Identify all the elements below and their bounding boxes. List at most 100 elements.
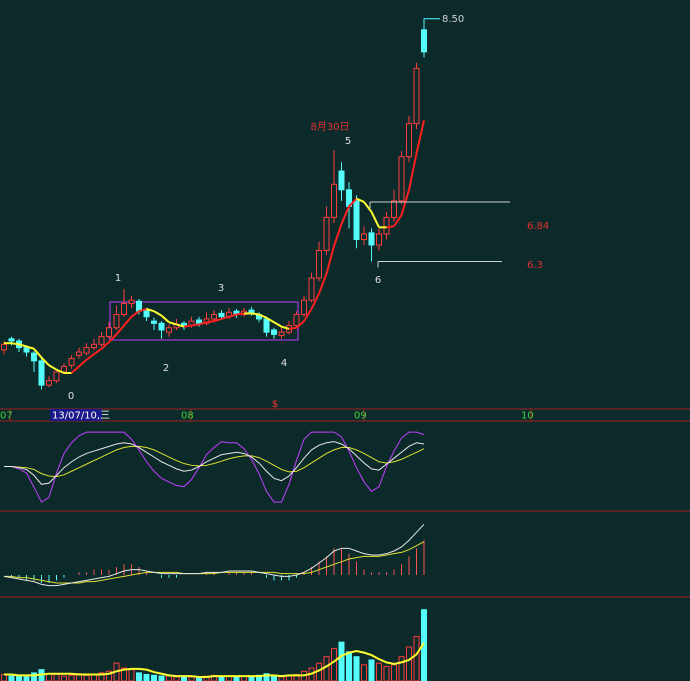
- candle-body: [76, 351, 82, 356]
- ma-segment: [370, 211, 380, 228]
- ma-segment: [393, 214, 403, 227]
- candle-body: [406, 123, 412, 158]
- candle-body: [196, 319, 202, 324]
- ma-segment: [56, 368, 65, 374]
- ma-segment: [168, 321, 177, 326]
- ma-segment: [33, 348, 43, 359]
- date-label: 10: [521, 411, 534, 422]
- ma-segment: [153, 310, 163, 317]
- volume-ma: [4, 642, 425, 678]
- volume-bar: [353, 656, 360, 681]
- candle-body: [128, 299, 135, 304]
- marker: $: [272, 399, 278, 410]
- volume-bar: [188, 676, 195, 681]
- volume-bar: [128, 669, 135, 681]
- candle-body: [353, 200, 360, 240]
- volume-bar: [158, 675, 165, 681]
- ma-segment: [85, 353, 95, 361]
- candle-body: [91, 343, 97, 349]
- ma-segment: [138, 308, 147, 313]
- ma-segment: [258, 313, 267, 319]
- candle-body: [151, 320, 157, 324]
- volume-bar: [248, 676, 255, 681]
- ma-segment: [70, 365, 80, 374]
- volume-bar: [68, 674, 75, 681]
- candle-body: [413, 67, 420, 125]
- ma-segment: [11, 342, 20, 346]
- volume-bar: [286, 675, 292, 681]
- candle-body: [53, 371, 60, 382]
- cursor-date-box: [50, 409, 102, 421]
- candle-body: [361, 233, 367, 240]
- volume-bar: [361, 664, 367, 681]
- candle-body: [383, 216, 390, 235]
- wave-label: 5: [345, 136, 351, 147]
- candle-body: [1, 343, 7, 351]
- ma-segment: [295, 320, 305, 329]
- macd-dif: [3, 523, 425, 587]
- candle-body: [8, 338, 15, 342]
- volume-bar: [338, 641, 345, 681]
- level-label: 6.84: [527, 221, 549, 232]
- ma-segment: [40, 356, 50, 366]
- ma-segment: [408, 153, 418, 191]
- candle-body: [61, 365, 67, 373]
- candle-body: [121, 302, 127, 316]
- volume-bar: [413, 635, 420, 681]
- ma-segment: [363, 201, 373, 213]
- ma-segment: [325, 245, 335, 274]
- volume-bar: [233, 676, 240, 681]
- ma-segment: [93, 347, 103, 356]
- ma-segment: [160, 314, 170, 323]
- wave-label: 0: [68, 391, 74, 402]
- volume-bar: [143, 674, 150, 681]
- candle-body: [166, 327, 172, 333]
- wave-label: 3: [218, 283, 224, 294]
- level-label: 6.3: [527, 260, 543, 271]
- volume-bar: [331, 648, 337, 681]
- candle-body: [98, 336, 105, 345]
- ma-segment: [318, 273, 328, 294]
- volume-bar: [271, 675, 277, 681]
- volume-bar: [278, 676, 285, 681]
- volume-bar: [263, 673, 270, 681]
- volume-bar: [83, 674, 90, 681]
- ma-segment: [273, 321, 283, 328]
- candle-body: [181, 322, 187, 327]
- volume-bar: [173, 676, 180, 681]
- kdj-k: [4, 441, 425, 485]
- date-label: 08: [181, 411, 194, 422]
- ma-segment: [115, 324, 125, 336]
- candle-body: [391, 200, 397, 218]
- candle-body: [83, 347, 90, 354]
- candle-body: [398, 156, 405, 202]
- ma-segment: [310, 293, 320, 310]
- ma-segment: [415, 120, 425, 154]
- volume-bar: [391, 664, 397, 681]
- candle-body: [106, 327, 112, 338]
- candle-body: [68, 358, 75, 366]
- volume-bar: [136, 672, 142, 681]
- candle-body: [271, 329, 277, 335]
- volume-bar: [106, 670, 112, 681]
- ma-segment: [221, 315, 230, 320]
- ma-segment: [251, 312, 260, 316]
- candle-body: [46, 380, 52, 386]
- ma-segment: [213, 317, 222, 323]
- candle-body: [376, 233, 382, 246]
- ma-segment: [123, 316, 133, 327]
- candle-body: [323, 216, 330, 252]
- ma-segment: [18, 343, 27, 348]
- candle-body: [368, 232, 375, 246]
- volume-bar: [323, 656, 330, 681]
- max-label: 8.50: [442, 14, 464, 25]
- volume-bar: [166, 675, 172, 681]
- volume-bar: [383, 665, 390, 681]
- volume-bar: [53, 674, 60, 681]
- candle-body: [211, 314, 217, 320]
- candle-body: [218, 312, 225, 318]
- candle-body: [38, 360, 45, 386]
- candle-body: [263, 318, 270, 333]
- wave-label: 1: [115, 273, 121, 284]
